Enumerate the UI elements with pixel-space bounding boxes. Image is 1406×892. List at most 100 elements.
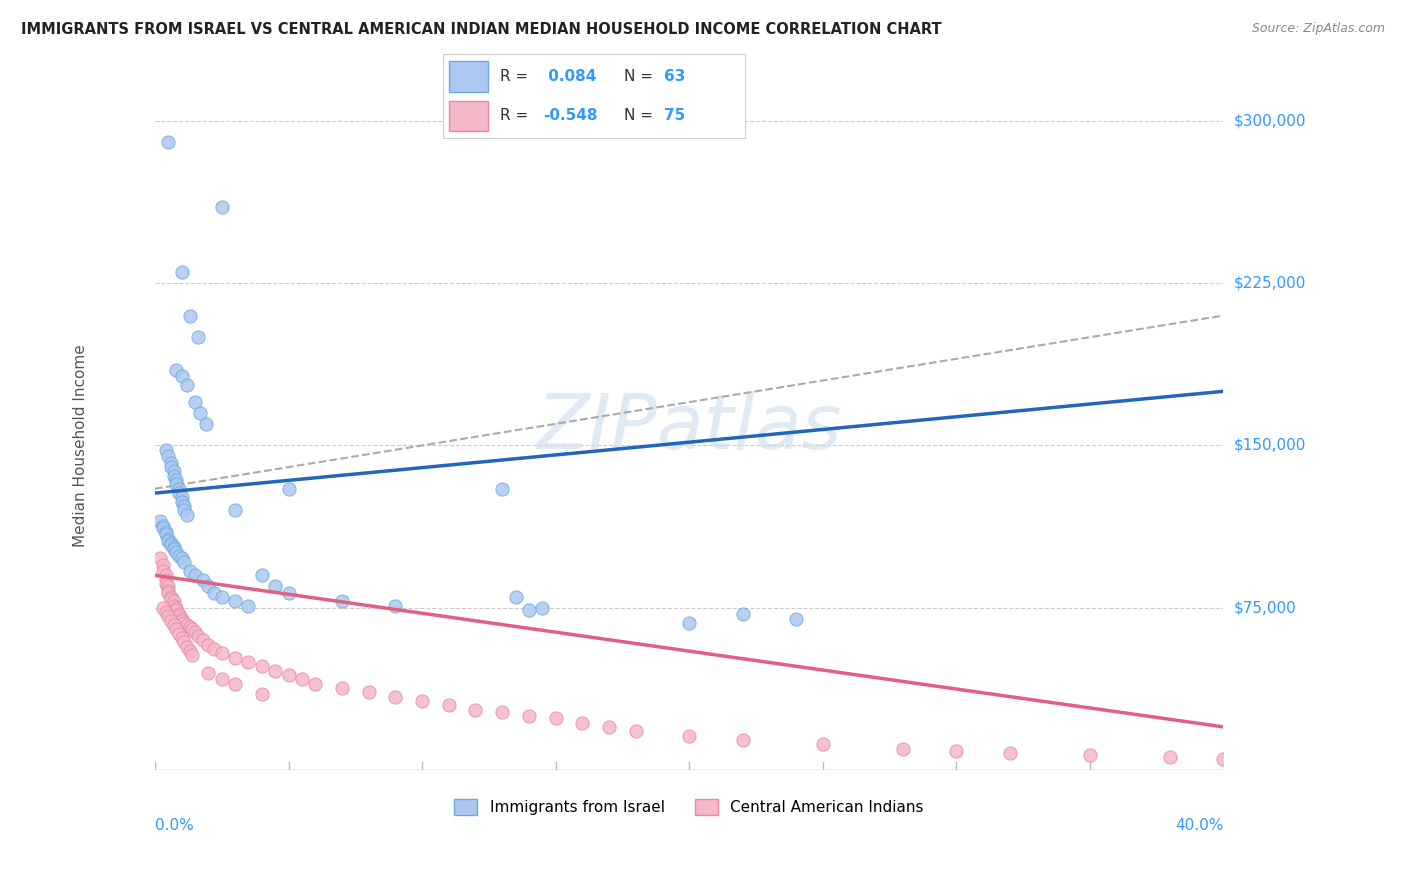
- Point: [998, 746, 1021, 760]
- Point: [598, 720, 620, 734]
- Point: [176, 508, 198, 522]
- Point: [678, 729, 700, 743]
- Point: [160, 536, 183, 550]
- Point: [157, 533, 180, 548]
- Point: [163, 618, 186, 632]
- Point: [173, 503, 195, 517]
- Point: [211, 646, 233, 660]
- Point: [155, 605, 177, 619]
- Point: [163, 599, 186, 613]
- Point: [170, 551, 193, 566]
- Point: [179, 644, 201, 658]
- Point: [437, 698, 460, 713]
- Point: [197, 579, 219, 593]
- Point: [157, 136, 180, 150]
- Point: [167, 549, 190, 563]
- Text: 0.084: 0.084: [543, 69, 596, 84]
- Point: [165, 600, 187, 615]
- Point: [238, 655, 260, 669]
- Point: [211, 590, 233, 604]
- Text: $150,000: $150,000: [1234, 438, 1306, 453]
- Point: [176, 377, 198, 392]
- Point: [224, 650, 246, 665]
- Point: [384, 599, 406, 613]
- Point: [165, 473, 187, 487]
- Point: [571, 715, 593, 730]
- Point: [167, 482, 190, 496]
- Point: [165, 362, 187, 376]
- Point: [264, 579, 287, 593]
- Point: [277, 482, 299, 496]
- Point: [491, 705, 513, 719]
- Point: [184, 624, 207, 639]
- Point: [152, 518, 174, 533]
- Point: [731, 732, 754, 747]
- Point: [152, 600, 174, 615]
- Point: [1159, 750, 1181, 764]
- Point: [165, 544, 187, 558]
- Text: 0.0%: 0.0%: [155, 818, 194, 833]
- Point: [176, 618, 198, 632]
- Point: [179, 564, 201, 578]
- Point: [197, 665, 219, 680]
- Point: [277, 585, 299, 599]
- Point: [411, 694, 433, 708]
- Point: [170, 265, 193, 279]
- Point: [165, 477, 187, 491]
- Point: [152, 558, 174, 572]
- Point: [181, 648, 204, 663]
- Point: [191, 573, 214, 587]
- Point: [250, 687, 273, 701]
- Point: [624, 724, 647, 739]
- Point: [167, 609, 190, 624]
- Point: [678, 615, 700, 630]
- Point: [330, 681, 353, 695]
- Point: [330, 594, 353, 608]
- Point: [202, 585, 225, 599]
- Point: [181, 623, 204, 637]
- Point: [1078, 747, 1101, 762]
- Point: [163, 465, 186, 479]
- Point: [304, 676, 326, 690]
- Point: [173, 615, 195, 630]
- Text: 75: 75: [664, 108, 685, 123]
- Point: [170, 614, 193, 628]
- Point: [173, 499, 195, 513]
- Text: -0.548: -0.548: [543, 108, 598, 123]
- Point: [160, 456, 183, 470]
- Point: [155, 577, 177, 591]
- Text: 63: 63: [664, 69, 685, 84]
- Point: [160, 460, 183, 475]
- Text: Source: ZipAtlas.com: Source: ZipAtlas.com: [1251, 22, 1385, 36]
- Point: [384, 690, 406, 704]
- Point: [291, 672, 314, 686]
- Point: [224, 503, 246, 517]
- Text: IMMIGRANTS FROM ISRAEL VS CENTRAL AMERICAN INDIAN MEDIAN HOUSEHOLD INCOME CORREL: IMMIGRANTS FROM ISRAEL VS CENTRAL AMERIC…: [21, 22, 942, 37]
- Point: [170, 369, 193, 384]
- Point: [157, 609, 180, 624]
- Point: [163, 540, 186, 554]
- Point: [731, 607, 754, 622]
- Point: [163, 542, 186, 557]
- Point: [264, 664, 287, 678]
- Point: [160, 614, 183, 628]
- Point: [891, 741, 914, 756]
- Point: [160, 590, 183, 604]
- Point: [173, 555, 195, 569]
- Point: [202, 642, 225, 657]
- Point: [1212, 752, 1234, 766]
- Point: [157, 579, 180, 593]
- Text: Median Household Income: Median Household Income: [73, 344, 87, 547]
- Text: $300,000: $300,000: [1234, 113, 1306, 128]
- Text: N =: N =: [624, 108, 654, 123]
- Text: 40.0%: 40.0%: [1175, 818, 1223, 833]
- Point: [176, 640, 198, 654]
- Point: [811, 737, 834, 751]
- Point: [155, 442, 177, 457]
- Text: $75,000: $75,000: [1234, 600, 1296, 615]
- Point: [224, 676, 246, 690]
- Point: [224, 594, 246, 608]
- Point: [170, 612, 193, 626]
- Point: [155, 573, 177, 587]
- Point: [187, 330, 209, 344]
